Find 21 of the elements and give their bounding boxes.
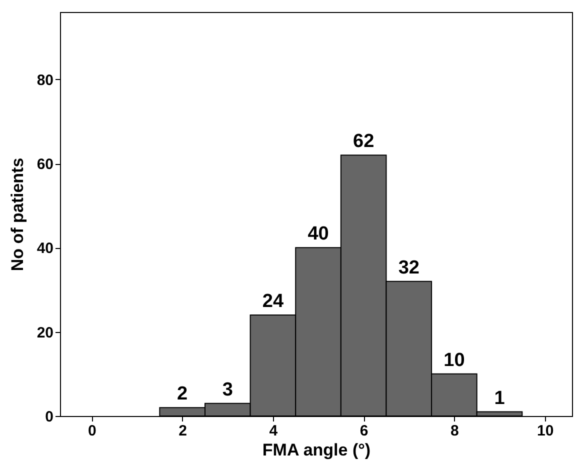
y-tick-label: 80 [36,72,54,89]
data-label: 32 [398,257,420,278]
y-tick-label: 40 [36,240,54,258]
data-label: 1 [494,388,506,409]
x-tick-label: 0 [88,422,96,440]
x-tick-label: 8 [450,422,459,440]
data-label: 62 [353,131,374,152]
data-label: 40 [308,224,329,245]
x-tick-label: 2 [178,422,188,440]
y-tick-label: 20 [36,324,54,342]
y-axis-title: No of patients [8,158,27,272]
x-tick-label: 6 [360,422,368,440]
data-label: 3 [222,379,233,400]
data-label: 24 [262,291,284,312]
y-tick-label: 0 [45,408,54,426]
data-label: 10 [444,350,465,371]
x-tick-label: 10 [536,422,554,440]
y-tick-label: 60 [36,156,54,173]
x-tick-label: 4 [269,422,278,440]
data-label: 2 [177,384,188,405]
x-axis-title: FMA angle (°) [262,440,371,460]
